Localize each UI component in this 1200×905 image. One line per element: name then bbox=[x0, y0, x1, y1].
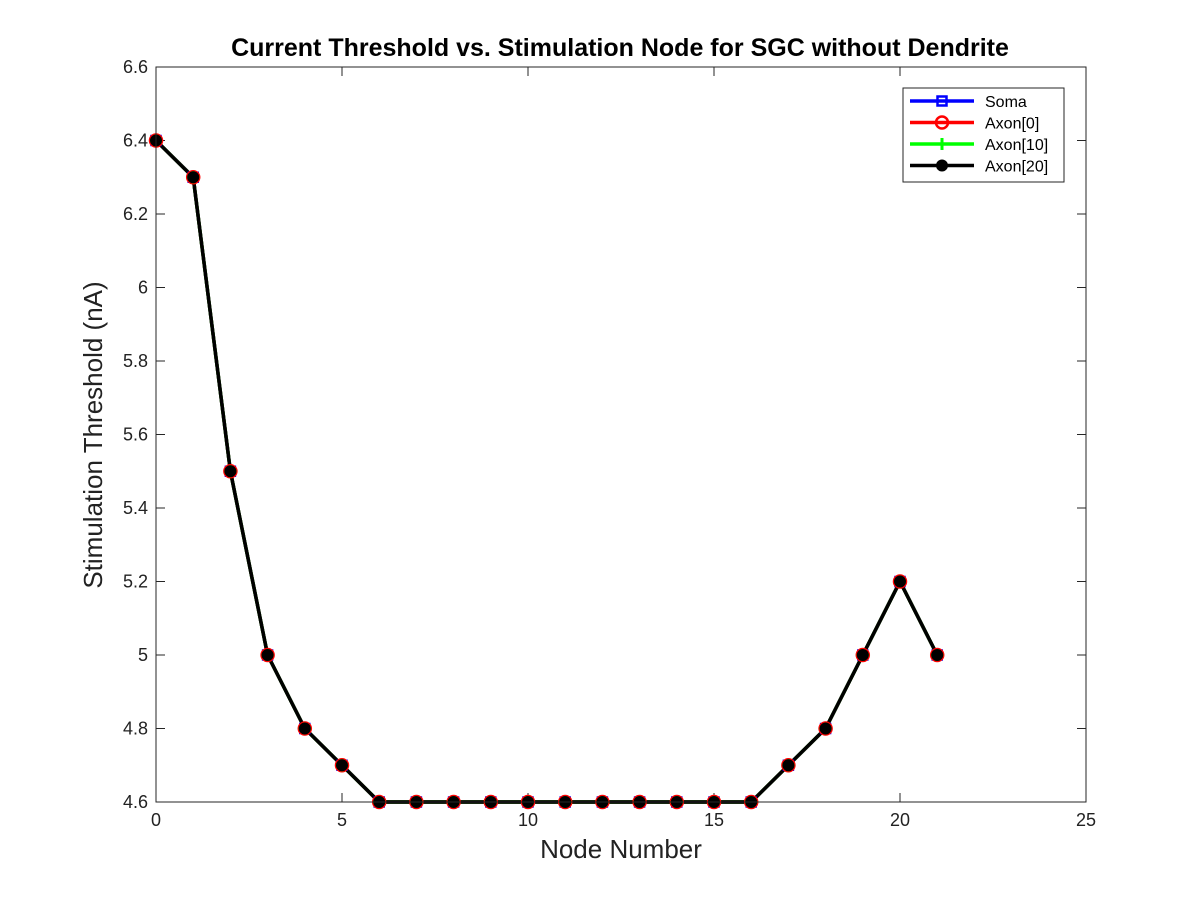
data-point-axon-20 bbox=[336, 759, 348, 772]
y-tick-label: 5.4 bbox=[123, 498, 148, 518]
legend-label-soma: Soma bbox=[985, 94, 1027, 111]
x-tick-label: 20 bbox=[890, 810, 910, 830]
legend: Soma Axon[0] Axon[10] Axon[20] bbox=[902, 87, 1065, 183]
chart-title: Current Threshold vs. Stimulation Node f… bbox=[231, 34, 1009, 62]
x-axis-label: Node Number bbox=[540, 834, 702, 864]
data-point-axon-20 bbox=[819, 722, 832, 735]
y-axis-label: Stimulation Threshold (nA) bbox=[78, 281, 108, 588]
data-point-axon-20 bbox=[931, 649, 944, 661]
plot-background bbox=[156, 67, 1086, 802]
y-tick-label: 5.8 bbox=[123, 351, 148, 371]
data-point-axon-20 bbox=[187, 171, 200, 184]
x-tick-label: 25 bbox=[1076, 810, 1096, 830]
data-point-axon-20 bbox=[856, 649, 869, 661]
legend-marker-axon-10 bbox=[936, 138, 948, 150]
y-tick-label: 5.2 bbox=[123, 572, 148, 592]
x-tick-label: 10 bbox=[518, 810, 538, 830]
data-point-axon-20 bbox=[261, 649, 274, 661]
plot-frame bbox=[155, 66, 1087, 803]
x-tick-label: 5 bbox=[337, 810, 347, 830]
data-point-axon-20 bbox=[782, 759, 795, 772]
y-tick-label: 6.6 bbox=[123, 57, 148, 77]
y-tick-label: 5.6 bbox=[123, 425, 148, 445]
plot-area bbox=[156, 67, 1086, 802]
y-tick-label: 4.8 bbox=[123, 719, 148, 739]
y-tick-label: 4.6 bbox=[123, 792, 148, 812]
legend-label-axon-10: Axon[10] bbox=[985, 137, 1048, 154]
x-tick-label: 15 bbox=[704, 810, 724, 830]
data-point-axon-20 bbox=[894, 575, 906, 588]
y-tick-label: 6.4 bbox=[123, 131, 148, 151]
legend-marker-axon-20 bbox=[936, 159, 948, 172]
legend-marker-axon-0 bbox=[934, 115, 950, 130]
y-tick-label: 6.2 bbox=[123, 204, 148, 224]
y-tick-label: 6 bbox=[138, 278, 148, 298]
x-tick-label: 0 bbox=[151, 810, 161, 830]
data-point-axon-20 bbox=[298, 722, 311, 735]
legend-label-axon-20: Axon[20] bbox=[985, 159, 1048, 176]
y-tick-label: 5 bbox=[138, 645, 148, 665]
legend-label-axon-0: Axon[0] bbox=[985, 116, 1039, 133]
data-point-axon-20 bbox=[224, 465, 237, 478]
legend-marker-soma bbox=[936, 95, 948, 107]
